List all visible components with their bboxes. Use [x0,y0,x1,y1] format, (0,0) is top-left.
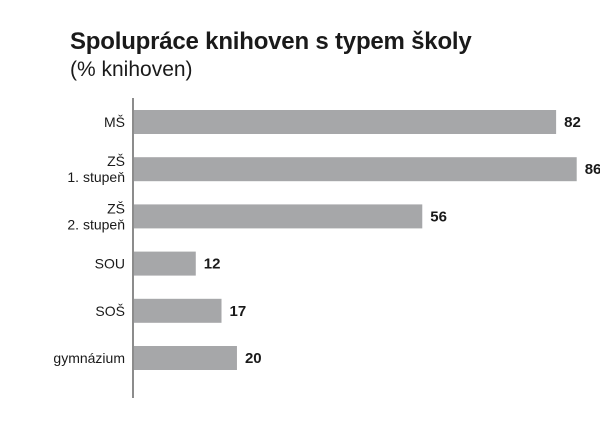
bar-1 [134,157,577,182]
bar-3 [134,251,196,276]
value-label-4: 17 [230,303,247,320]
category-label-5-0: gymnázium [53,350,125,366]
value-label-1: 86 [585,161,600,178]
category-label-2-0: ZŠ [107,200,125,216]
category-label-1-0: ZŠ [107,153,125,169]
category-label-0-0: MŠ [104,114,125,130]
chart-title: Spolupráce knihoven s typem školy [70,28,472,55]
bar-0 [134,110,557,134]
value-label-5: 20 [245,350,262,367]
bar-4 [134,298,222,323]
category-label-3-0: SOU [95,256,125,272]
value-label-2: 56 [430,208,447,225]
chart-subtitle: (% knihoven) [70,58,193,81]
category-label-2-1: 2. stupeň [67,216,125,232]
value-label-0: 82 [564,114,581,131]
category-label-1-1: 1. stupeň [67,169,125,185]
category-label-4-0: SOŠ [95,303,125,319]
value-label-3: 12 [204,256,221,273]
bar-5 [134,346,237,370]
bar-2 [134,204,423,229]
